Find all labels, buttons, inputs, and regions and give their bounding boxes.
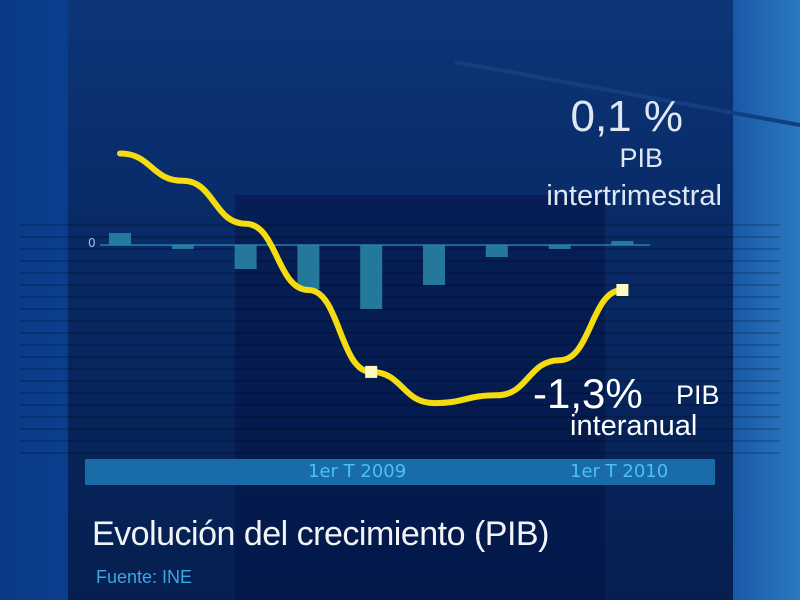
quarterly-label-1: PIB xyxy=(619,143,663,173)
zero-label: 0 xyxy=(88,236,96,250)
x-axis-bar: 1er T 2009 1er T 2010 xyxy=(85,459,715,485)
bar xyxy=(485,245,508,257)
line-marker xyxy=(616,284,629,296)
bar xyxy=(297,245,320,289)
decor-line xyxy=(454,60,800,127)
bar xyxy=(109,233,131,245)
x-tick-label: 1er T 2010 xyxy=(570,461,669,482)
bar xyxy=(234,245,257,269)
x-tick-label: 1er T 2009 xyxy=(308,461,407,482)
bar xyxy=(171,245,194,249)
annual-value: -1,3% xyxy=(533,370,643,417)
bar xyxy=(360,245,383,309)
bar xyxy=(611,241,634,245)
bar xyxy=(548,245,571,249)
annual-label-2: interanual xyxy=(570,410,698,442)
quarterly-value: 0,1 % xyxy=(570,92,683,141)
chart-source: Fuente: INE xyxy=(96,567,193,587)
annual-label-1: PIB xyxy=(676,380,720,410)
line-marker xyxy=(365,365,378,378)
line-series xyxy=(117,150,626,407)
bar xyxy=(423,245,445,285)
chart-title: Evolución del crecimiento (PIB) xyxy=(92,515,549,553)
quarterly-label-2: intertrimestral xyxy=(546,180,722,212)
